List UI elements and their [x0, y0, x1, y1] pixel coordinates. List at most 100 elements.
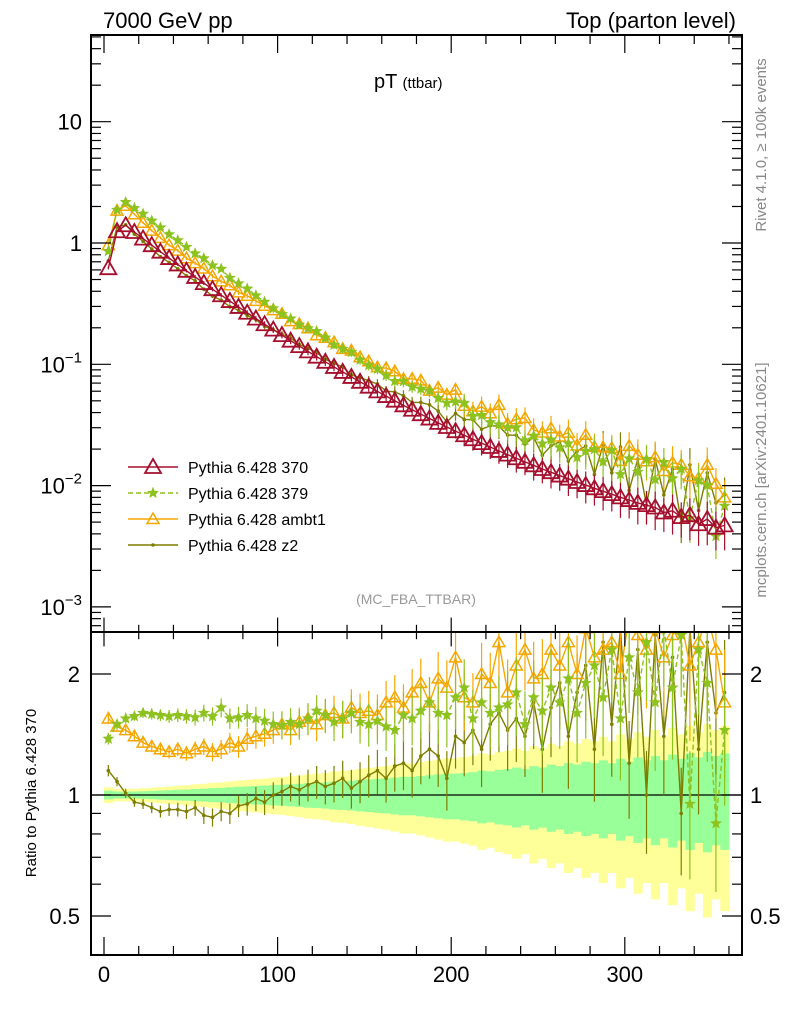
star-marker — [579, 676, 592, 689]
star-marker — [545, 433, 558, 445]
triangle-marker — [220, 291, 240, 308]
green-band-bin — [399, 776, 409, 816]
star-marker — [189, 711, 202, 723]
analysis-name: (MC_FBA_TTBAR) — [356, 591, 476, 607]
dot-marker — [592, 472, 597, 477]
dot-marker — [288, 784, 293, 789]
star-marker — [466, 712, 479, 724]
star-marker — [414, 704, 427, 716]
triangle-marker — [419, 408, 440, 426]
triangle-marker — [387, 689, 403, 703]
star-marker — [275, 719, 288, 731]
triangle-marker — [675, 616, 687, 627]
legend-entry: Pythia 6.428 ambt1 — [188, 512, 326, 529]
triangle-marker — [682, 657, 698, 671]
series-line — [107, 204, 726, 498]
dot-marker — [245, 802, 250, 806]
green-band-bin — [650, 756, 661, 846]
dot-marker — [662, 492, 666, 497]
triangle-marker — [630, 632, 646, 641]
dot-marker — [262, 800, 267, 804]
star-marker — [466, 409, 479, 422]
triangle-marker — [367, 381, 387, 399]
green-band-bin — [477, 770, 487, 824]
triangle-marker — [109, 719, 125, 732]
star-marker — [501, 698, 514, 710]
star-marker — [631, 686, 644, 698]
star-marker — [406, 712, 419, 724]
green-band-bin — [607, 763, 617, 834]
green-band-bin — [555, 766, 565, 830]
triangle-marker — [127, 728, 142, 742]
triangle-marker — [491, 634, 507, 648]
triangle-marker — [248, 728, 264, 742]
star-marker — [718, 723, 731, 736]
triangle-marker — [576, 475, 596, 492]
dot-marker — [332, 781, 336, 785]
y-tick-label: 1 — [70, 231, 82, 256]
star-marker — [119, 712, 132, 724]
star-marker — [301, 321, 314, 334]
triangle-marker — [222, 735, 238, 748]
star-marker — [154, 708, 167, 721]
star-marker — [241, 282, 254, 294]
triangle-marker — [161, 744, 177, 758]
dot-marker — [358, 779, 362, 784]
star-marker — [336, 342, 349, 354]
triangle-marker — [101, 710, 116, 724]
green-band-bin — [572, 764, 582, 832]
star-marker — [301, 712, 314, 724]
triangle-marker — [428, 413, 448, 430]
star-marker — [709, 817, 722, 829]
dot-marker — [271, 793, 276, 797]
triangle-marker — [237, 302, 257, 320]
triangle-marker — [517, 642, 533, 655]
triangle-marker — [133, 228, 153, 246]
star-marker — [718, 499, 731, 511]
star-marker — [267, 717, 280, 730]
triangle-marker — [341, 367, 361, 384]
mcplots-label: mcplots.cern.ch [arXiv:2401.10621] — [753, 362, 770, 597]
triangle-marker — [550, 465, 570, 483]
triangle-marker — [454, 425, 474, 443]
star-marker — [284, 715, 297, 728]
star-marker — [241, 708, 254, 721]
dot-marker — [436, 409, 440, 413]
triangle-marker — [143, 457, 163, 474]
star-marker — [623, 651, 636, 663]
triangle-marker — [532, 459, 552, 476]
green-band-bin — [520, 769, 530, 826]
star-marker — [328, 715, 341, 728]
star-marker — [293, 318, 306, 330]
star-marker — [353, 715, 367, 728]
star-marker — [163, 227, 176, 240]
triangle-marker — [135, 735, 151, 748]
x-tick-label: 100 — [259, 962, 296, 987]
legend-entry: Pythia 6.428 370 — [188, 460, 308, 477]
green-band-bin — [616, 758, 626, 841]
dot-marker — [193, 805, 197, 810]
triangle-marker — [272, 325, 292, 343]
dot-marker — [115, 779, 119, 784]
star-marker — [137, 706, 150, 719]
dot-marker — [375, 768, 380, 773]
green-band-bin — [659, 760, 669, 839]
dot-marker — [644, 793, 649, 797]
star-marker — [527, 429, 540, 441]
star-marker — [102, 732, 115, 744]
dot-marker — [141, 239, 145, 244]
dot-marker — [462, 740, 467, 745]
star-marker — [328, 338, 341, 350]
triangle-marker — [506, 448, 526, 466]
star-marker — [571, 451, 584, 463]
triangle-marker — [135, 215, 151, 229]
triangle-marker — [309, 716, 324, 730]
star-marker — [215, 701, 228, 713]
star-marker — [527, 690, 540, 703]
triangle-marker — [289, 336, 309, 353]
star-marker — [649, 473, 662, 485]
green-band-bin — [451, 773, 461, 820]
star-marker — [206, 259, 219, 271]
dot-marker — [158, 809, 163, 814]
y-tick-label: 10−3 — [40, 592, 82, 620]
